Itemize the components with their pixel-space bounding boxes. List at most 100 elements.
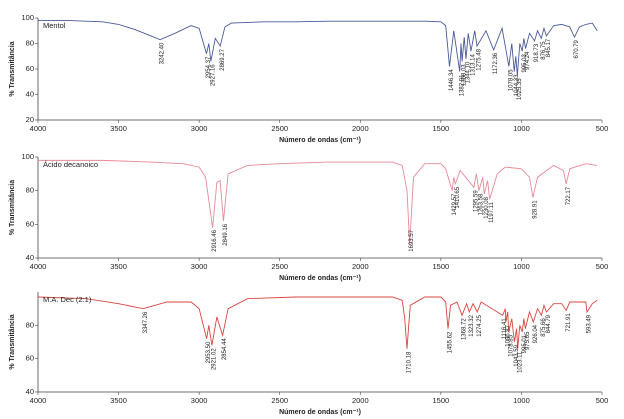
- x-axis-label: Número de ondas (cm⁻¹): [279, 275, 361, 282]
- x-tick-label: 500: [596, 124, 609, 133]
- peak-label: 995.01: [522, 334, 528, 353]
- peak-label: 1078.05: [508, 69, 514, 91]
- peak-label: 876.75: [541, 41, 547, 60]
- peak-label: 1368.72: [462, 318, 468, 340]
- x-tick-label: 4000: [30, 262, 47, 271]
- x-tick-label: 3500: [110, 124, 127, 133]
- peak-label: 1274.25: [477, 314, 483, 336]
- peak-label: 995.03: [522, 53, 528, 72]
- x-tick-label: 4000: [30, 396, 47, 405]
- y-tick-label: 80: [26, 320, 34, 329]
- spectrum-line: [38, 20, 598, 76]
- y-tick-label: 40: [26, 89, 34, 98]
- peak-label: 670.79: [574, 39, 580, 58]
- x-axis-label: Número de ondas (cm⁻¹): [279, 409, 361, 416]
- legend-label: Mentol: [43, 21, 66, 30]
- peak-label: 1263.58: [479, 193, 485, 215]
- peak-label: 1455.62: [448, 331, 454, 353]
- x-tick-label: 2000: [352, 262, 369, 271]
- y-tick-label: 80: [26, 186, 34, 195]
- x-tick-label: 2500: [271, 396, 288, 405]
- spectrum-line: [38, 159, 598, 245]
- peak-label: 875.66: [541, 318, 547, 337]
- x-tick-label: 2500: [271, 262, 288, 271]
- y-tick-label: 80: [26, 38, 34, 47]
- peak-label: 1116.41: [502, 318, 508, 339]
- peak-label: 1172.36: [493, 52, 499, 74]
- peak-label: 926.04: [533, 324, 539, 343]
- peak-label: 3242.40: [160, 42, 166, 64]
- peak-label: 2869.27: [220, 48, 226, 70]
- y-tick-label: 40: [26, 253, 34, 262]
- y-tick-label: 60: [26, 219, 34, 228]
- x-tick-label: 3000: [191, 396, 208, 405]
- x-tick-label: 3500: [110, 396, 127, 405]
- peak-label: 1710.18: [407, 351, 413, 373]
- peak-label: 1410.65: [455, 186, 461, 208]
- peak-label: 1197.11: [489, 201, 495, 222]
- x-tick-label: 1500: [433, 396, 450, 405]
- peak-label: 1693.57: [409, 229, 415, 251]
- peak-label: 2954.37: [206, 56, 212, 78]
- peak-label: 1295.59: [473, 190, 479, 212]
- peak-label: 975.65: [525, 331, 531, 350]
- x-tick-label: 2500: [271, 124, 288, 133]
- peak-label: 2927.16: [210, 64, 216, 86]
- peak-label: 2849.16: [223, 223, 229, 245]
- peak-label: 1313.14: [471, 54, 477, 76]
- spectrum-line: [37, 296, 598, 349]
- x-tick-label: 1000: [513, 396, 530, 405]
- peak-label: 2921.02: [211, 348, 217, 370]
- peak-label: 918.73: [534, 43, 540, 62]
- x-tick-label: 4000: [30, 124, 47, 133]
- peak-label: 1429.57: [452, 193, 458, 215]
- peak-label: 1275.48: [477, 48, 483, 70]
- peak-label: 928.91: [532, 200, 538, 219]
- x-tick-label: 1500: [433, 124, 450, 133]
- y-tick-label: 100: [21, 152, 34, 161]
- peak-label: 1323.32: [469, 314, 475, 336]
- peak-label: 593.49: [587, 314, 593, 333]
- peak-label: 1096.87: [505, 324, 511, 346]
- legend-label: M.A. Dec (2:1): [43, 295, 92, 304]
- peak-label: 974.24: [525, 51, 531, 70]
- x-tick-label: 1500: [433, 262, 450, 271]
- peak-label: 722.17: [566, 186, 572, 205]
- x-tick-label: 3500: [110, 262, 127, 271]
- x-tick-label: 2000: [352, 124, 369, 133]
- peak-label: 844.79: [546, 314, 552, 333]
- y-tick-label: 60: [26, 354, 34, 363]
- x-tick-label: 1000: [513, 262, 530, 271]
- peak-label: 721.91: [566, 313, 572, 332]
- y-axis-label: % Transmitância: [9, 180, 16, 235]
- legend-label: Ácido decanoico: [43, 160, 98, 169]
- peak-label: 1230.08: [484, 196, 490, 218]
- x-tick-label: 3000: [191, 262, 208, 271]
- peak-label: 1368.03: [462, 64, 468, 86]
- y-tick-label: 20: [26, 115, 34, 124]
- x-tick-label: 500: [596, 262, 609, 271]
- x-tick-label: 500: [596, 396, 609, 405]
- y-axis-label: % Transmitância: [9, 314, 16, 369]
- peak-label: 3347.26: [143, 311, 149, 333]
- peak-label: 1344.10: [466, 61, 472, 83]
- peak-label: 1078.85: [508, 334, 514, 356]
- peak-label: 1025.35: [517, 78, 523, 100]
- x-tick-label: 3000: [191, 124, 208, 133]
- y-axis-label: % Transmitância: [9, 41, 16, 96]
- peak-label: 1043.59: [514, 344, 520, 366]
- x-tick-label: 1000: [513, 124, 530, 133]
- peak-label: 1446.34: [449, 69, 455, 91]
- x-tick-label: 2000: [352, 396, 369, 405]
- x-axis-label: Número de ondas (cm⁻¹): [279, 137, 361, 144]
- peak-label: 2953.50: [206, 341, 212, 363]
- peak-label: 1044.33: [514, 74, 520, 96]
- peak-label: 1023.11: [517, 351, 523, 373]
- y-tick-label: 60: [26, 64, 34, 73]
- peak-label: 2854.44: [222, 338, 228, 360]
- peak-label: 2916.46: [212, 229, 218, 251]
- y-tick-label: 100: [21, 13, 34, 22]
- y-tick-label: 40: [26, 387, 34, 396]
- peak-label: 845.17: [546, 38, 552, 57]
